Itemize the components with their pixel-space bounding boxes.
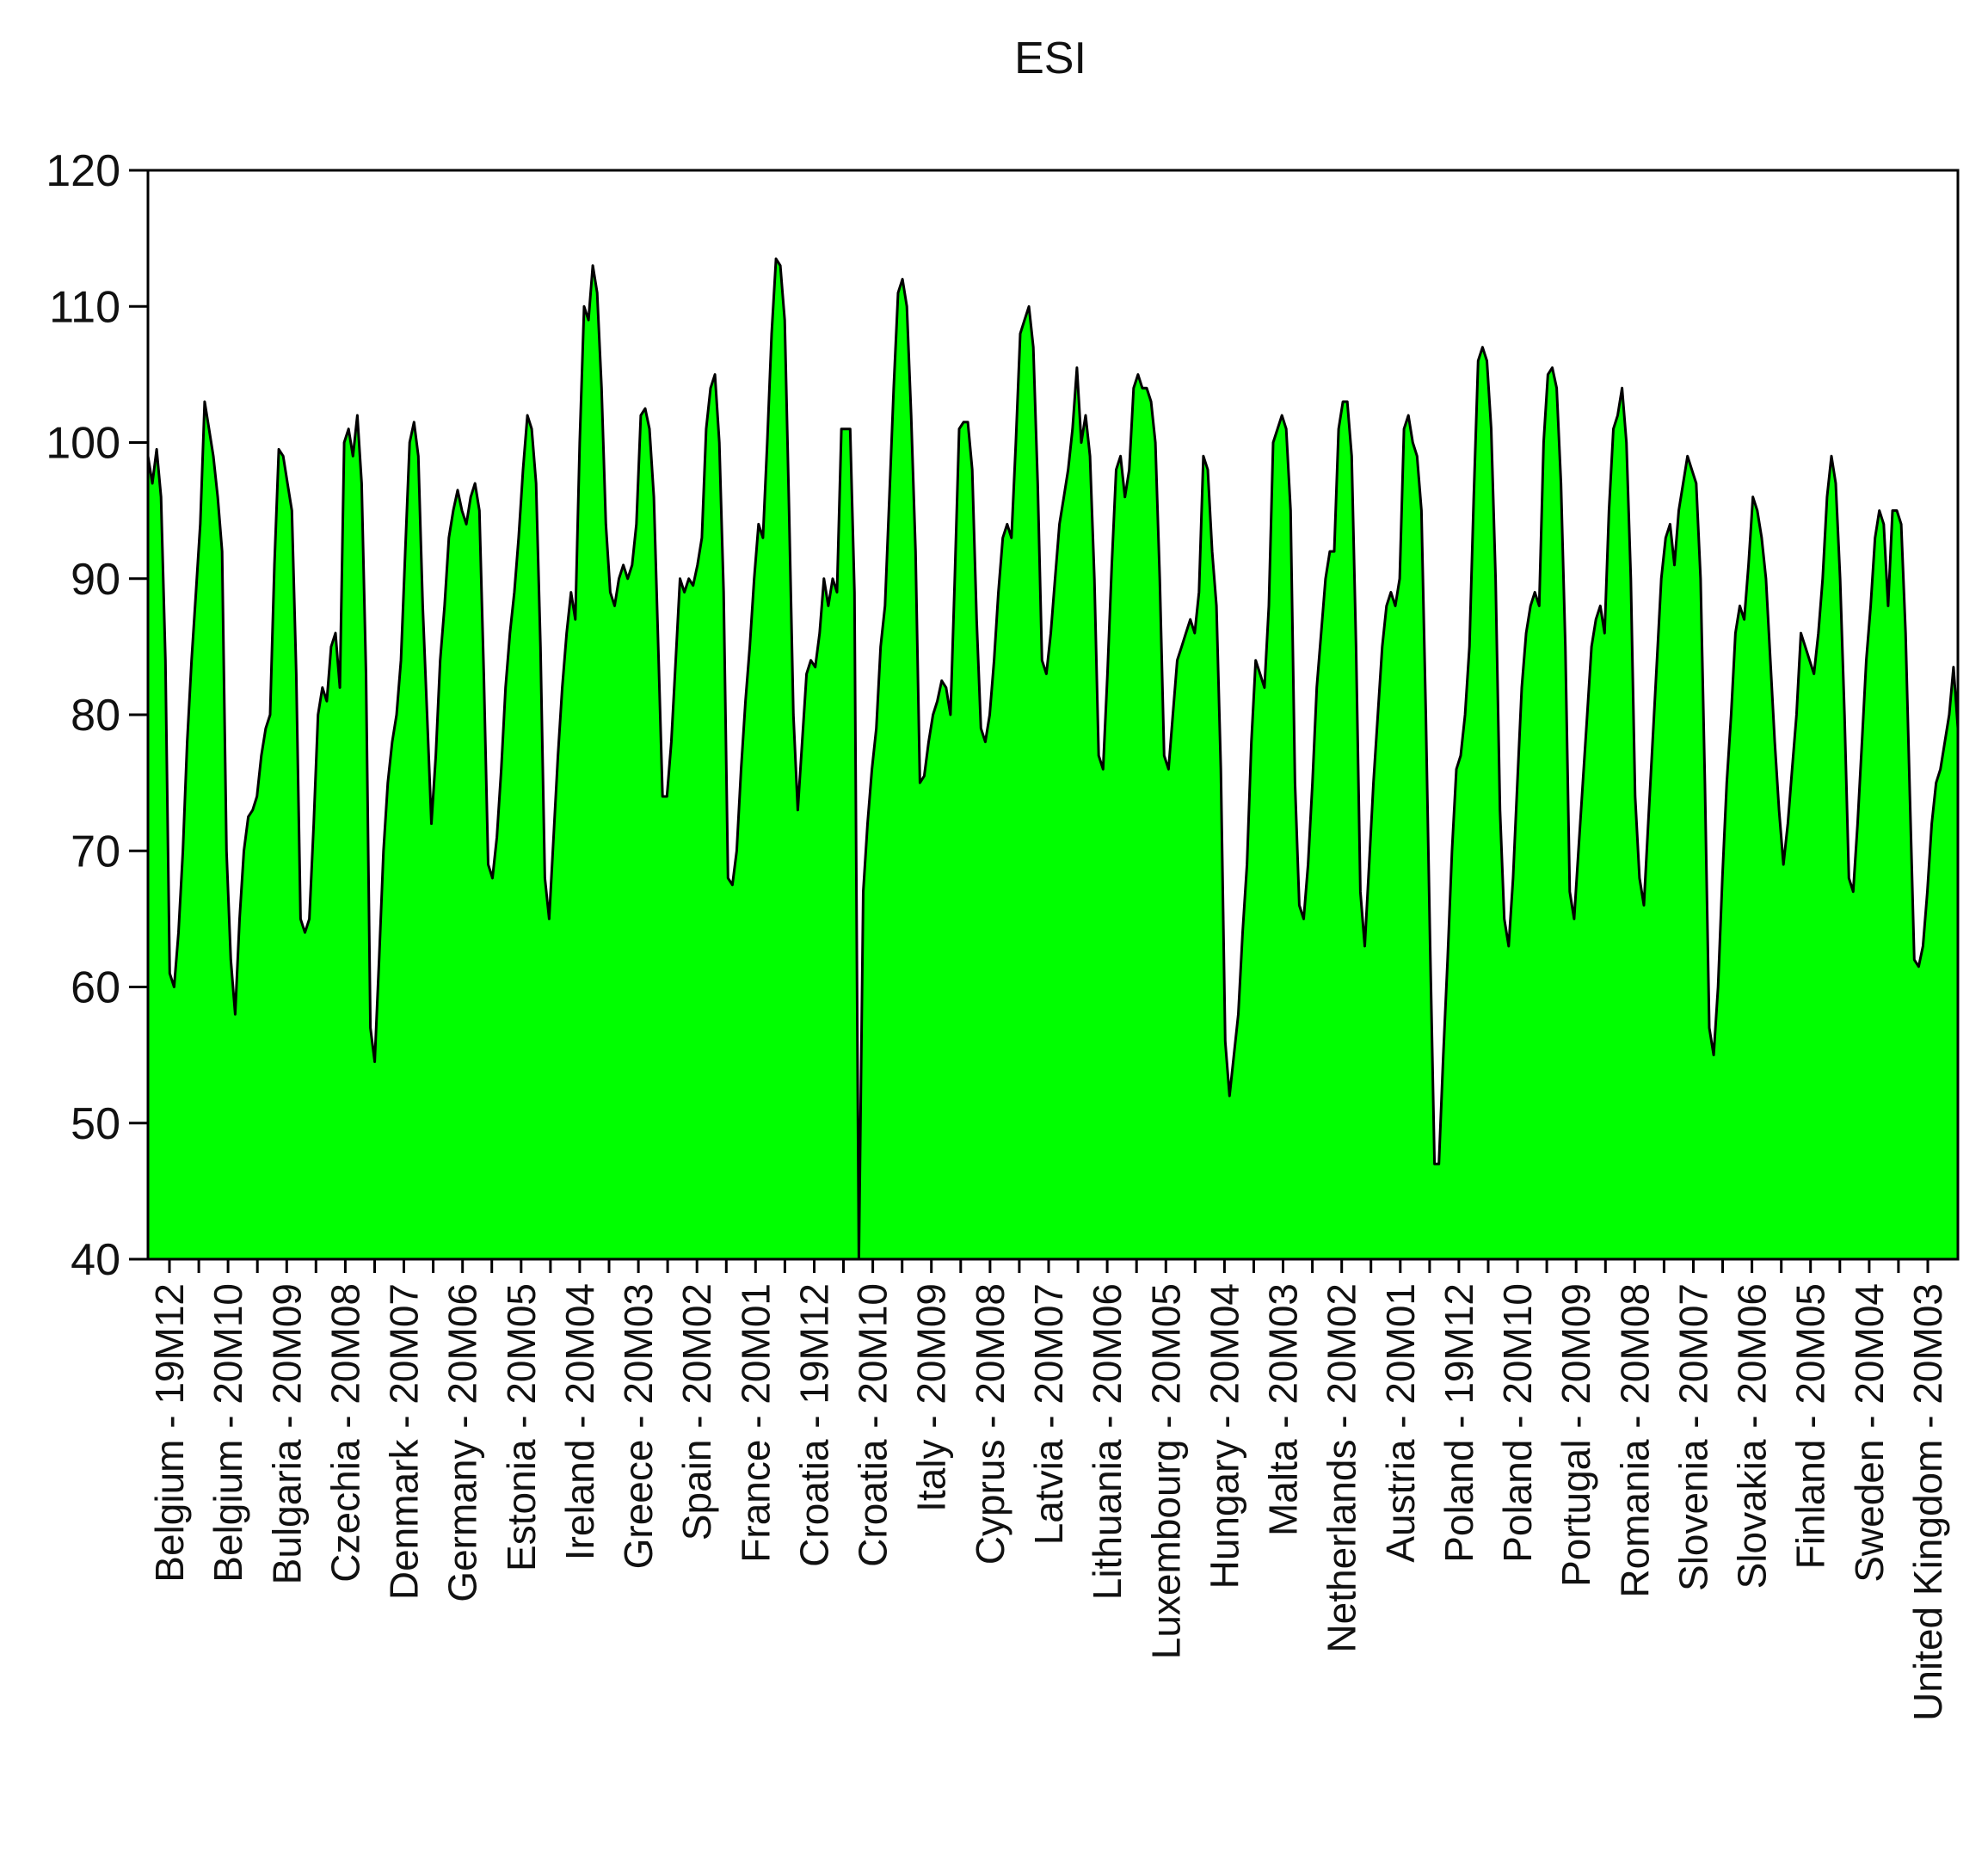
x-tick-label-18: Hungary - 20M04: [1202, 1283, 1246, 1589]
y-tick-label-110: 110: [49, 282, 120, 332]
y-tick-label-60: 60: [71, 963, 120, 1013]
x-tick-label-26: Slovenia - 20M07: [1671, 1283, 1716, 1591]
y-tick-label-120: 120: [46, 146, 120, 196]
x-tick-label-25: Romania - 20M08: [1612, 1283, 1657, 1598]
x-tick-label-0: Belgium - 19M12: [147, 1283, 192, 1583]
y-tick-label-40: 40: [71, 1235, 120, 1285]
series-area-0: [148, 258, 1958, 1259]
x-tick-label-6: Estonia - 20M05: [499, 1283, 544, 1571]
x-tick-label-21: Austria - 20M01: [1378, 1283, 1423, 1563]
x-tick-label-17: Luxembourg - 20M05: [1143, 1283, 1188, 1659]
x-tick-label-20: Netherlands - 20M02: [1320, 1283, 1364, 1653]
x-tick-label-16: Lithuania - 20M06: [1085, 1283, 1129, 1600]
x-tick-label-15: Latvia - 20M07: [1026, 1283, 1071, 1545]
x-tick-label-28: Finland - 20M05: [1788, 1283, 1833, 1569]
x-tick-label-12: Croatia - 20M10: [851, 1283, 896, 1567]
x-tick-label-23: Poland - 20M10: [1495, 1283, 1540, 1563]
x-tick-label-11: Croatia - 19M12: [792, 1283, 837, 1567]
y-axis: 40 50 60 70 80 90 100 110 120: [46, 146, 148, 1285]
y-tick-label-80: 80: [71, 691, 120, 741]
x-tick-label-9: Spain - 20M02: [674, 1283, 719, 1540]
x-tick-label-10: France - 20M01: [733, 1283, 778, 1563]
x-tick-label-30: United Kingdom - 20M03: [1905, 1283, 1950, 1721]
series-line-0: [146, 257, 1960, 1261]
x-tick-label-29: Sweden - 20M04: [1847, 1283, 1892, 1583]
x-tick-label-14: Cyprus - 20M08: [968, 1283, 1012, 1565]
x-tick-label-19: Malta - 20M03: [1261, 1283, 1306, 1536]
x-tick-label-3: Czechia - 20M08: [323, 1283, 367, 1583]
x-tick-label-7: Ireland - 20M04: [557, 1283, 602, 1560]
y-tick-label-100: 100: [46, 419, 120, 469]
x-tick-label-22: Poland - 19M12: [1437, 1283, 1481, 1563]
y-tick-label-70: 70: [71, 827, 120, 876]
chart-title: ESI: [1014, 34, 1086, 83]
x-tick-label-4: Denmark - 20M07: [382, 1283, 427, 1600]
x-tick-label-27: Slovakia - 20M06: [1730, 1283, 1775, 1589]
x-tick-label-5: Germany - 20M06: [440, 1283, 485, 1602]
x-tick-label-1: Belgium - 20M10: [206, 1283, 250, 1583]
x-tick-label-8: Greece - 20M03: [616, 1283, 661, 1569]
y-tick-label-50: 50: [71, 1099, 120, 1149]
x-tick-label-13: Italy - 20M09: [909, 1283, 954, 1512]
x-axis: Belgium - 19M12 Belgium - 20M10 Bulgaria -…: [147, 1259, 1950, 1721]
x-tick-label-2: Bulgaria - 20M09: [264, 1283, 309, 1584]
x-tick-label-24: Portugal - 20M09: [1554, 1283, 1598, 1587]
y-tick-label-90: 90: [71, 555, 120, 605]
